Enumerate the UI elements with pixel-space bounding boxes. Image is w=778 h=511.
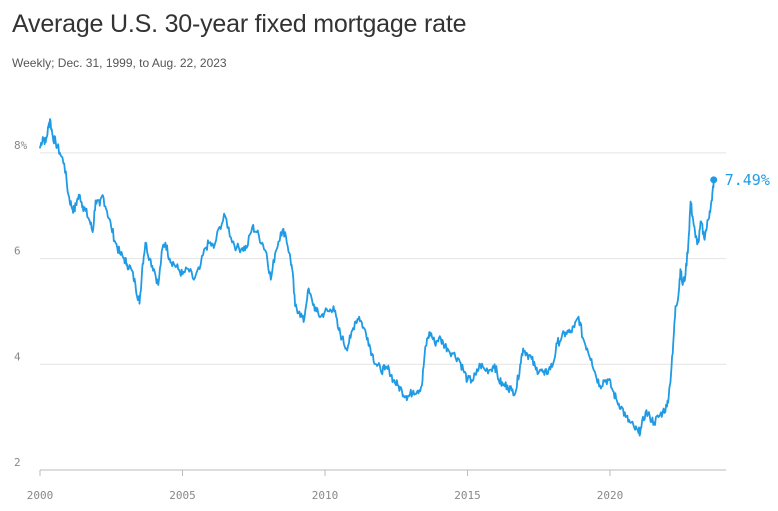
end-value-label: 7.49% [725,171,770,189]
series-layer: 7.49% [39,118,770,437]
chart-subtitle: Weekly; Dec. 31, 1999, to Aug. 22, 2023 [12,56,227,70]
x-tick-label: 2010 [312,489,339,502]
x-tick-label: 2020 [597,489,624,502]
axis-labels: 2 4 6 8% 2000 2005 2010 2015 2020 [14,139,623,502]
grid-lines [40,152,726,471]
y-tick-label: 4 [14,350,21,363]
series-line [39,118,715,437]
x-tick-label: 2000 [27,489,54,502]
y-tick-label: 2 [14,456,21,469]
y-tick-label: 6 [14,245,21,258]
x-tick-label: 2005 [169,489,196,502]
chart-title: Average U.S. 30-year fixed mortgage rate [12,10,467,38]
x-tick-label: 2015 [454,489,481,502]
y-tick-label: 8% [14,139,28,152]
end-point-marker [710,176,718,184]
